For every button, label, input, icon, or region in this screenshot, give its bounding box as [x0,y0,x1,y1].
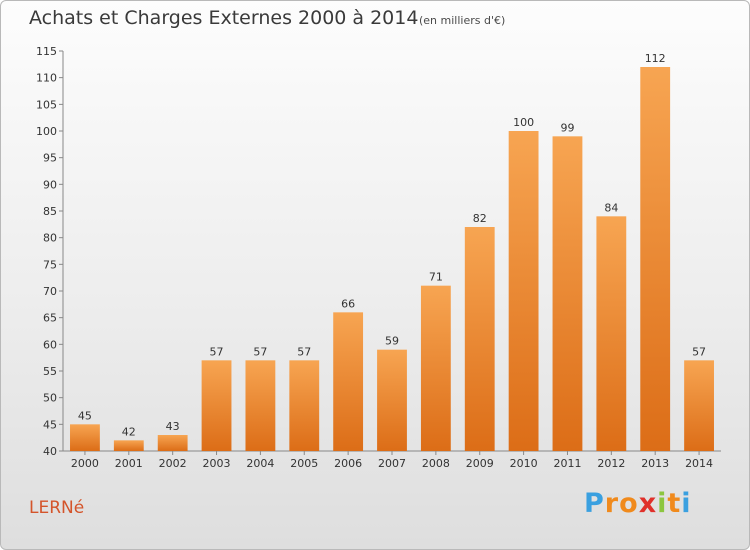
location-name: LERNé [29,498,85,518]
logo-letter: i [657,488,668,519]
bar-value-label: 57 [692,345,706,358]
bar-value-label: 82 [473,212,487,225]
y-tick-label: 45 [43,418,57,431]
bar-value-label: 99 [560,121,574,134]
y-tick-label: 75 [43,258,57,271]
x-tick-label: 2001 [115,457,143,470]
x-tick-label: 2006 [334,457,362,470]
bar [464,227,495,451]
bar [377,349,407,451]
y-tick-label: 80 [43,232,57,245]
y-tick-label: 50 [43,392,57,405]
x-tick-label: 2007 [378,457,406,470]
x-tick-label: 2004 [246,457,274,470]
y-tick-label: 40 [43,445,57,458]
bar [245,360,276,451]
bar-value-label: 84 [604,201,618,214]
logo-letter: r [604,488,620,519]
bar [289,360,320,451]
bar-value-label: 57 [210,345,224,358]
logo-letter: i [681,488,692,519]
bar [333,312,364,451]
x-tick-label: 2002 [159,457,187,470]
chart-title: Achats et Charges Externes 2000 à 2014 [29,7,419,29]
bar [596,216,627,451]
bar [552,136,583,452]
y-tick-label: 100 [36,125,57,138]
x-tick-label: 2012 [597,457,625,470]
x-tick-label: 2013 [641,457,669,470]
bar-value-label: 45 [78,409,92,422]
x-tick-label: 2008 [422,457,450,470]
bar [420,285,451,451]
logo-letter: P [584,488,605,519]
bar-value-label: 66 [341,297,355,310]
logo-letter: t [667,488,682,519]
y-tick-label: 70 [43,285,57,298]
y-tick-label: 65 [43,312,57,325]
logo-letter: o [619,488,639,519]
bar-value-label: 57 [253,345,267,358]
bar [113,440,144,451]
x-tick-label: 2014 [685,457,713,470]
y-tick-label: 95 [43,152,57,165]
x-tick-label: 2000 [71,457,99,470]
x-tick-label: 2005 [290,457,318,470]
y-tick-label: 60 [43,338,57,351]
bar [201,360,232,451]
y-tick-label: 105 [36,98,57,111]
bar [684,360,714,451]
bar [640,67,671,451]
proxiti-logo: Proxiti [584,488,692,519]
x-tick-label: 2009 [466,457,494,470]
bar [508,131,539,451]
bar-value-label: 100 [513,116,534,129]
chart-subtitle: (en milliers d'€) [419,14,506,27]
y-tick-label: 90 [43,178,57,191]
bar-value-label: 71 [429,271,443,284]
x-tick-label: 2011 [553,457,581,470]
y-tick-label: 110 [36,72,57,85]
x-tick-label: 2010 [510,457,538,470]
y-tick-label: 85 [43,205,57,218]
logo-letter: x [638,488,658,519]
bar-value-label: 57 [297,345,311,358]
bar-value-label: 42 [122,425,136,438]
x-tick-label: 2003 [203,457,231,470]
y-tick-label: 55 [43,365,57,378]
bar-value-label: 112 [645,52,666,65]
bar-value-label: 59 [385,335,399,348]
y-tick-label: 115 [36,45,57,58]
bar [70,424,100,451]
bar-value-label: 43 [166,420,180,433]
bar [157,435,188,451]
